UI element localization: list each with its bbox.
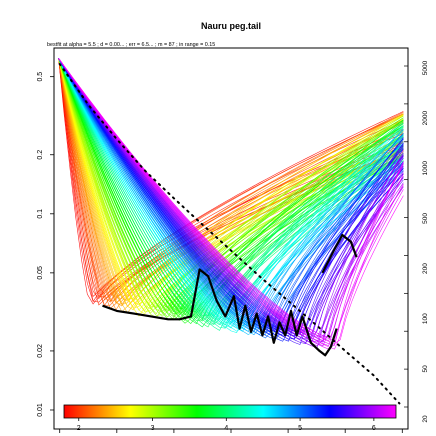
outer-right-tick-label: 200 xyxy=(422,263,429,274)
colorbar-tick-label: 2 xyxy=(77,425,81,432)
fan-line xyxy=(58,58,404,309)
outer-right-tick-label: 50 xyxy=(422,365,429,373)
fan-line xyxy=(58,58,404,332)
colorbar-bar xyxy=(63,404,397,419)
y-tick-label: 0.05 xyxy=(37,266,44,280)
black-empirical-line-2 xyxy=(321,233,358,274)
black-empirical-line xyxy=(102,268,338,357)
fan-line xyxy=(58,58,404,350)
fan-line xyxy=(58,58,404,313)
outer-right-tick-label: 100 xyxy=(422,313,429,324)
fan-line xyxy=(58,58,404,308)
colorbar-tick-label: 3 xyxy=(151,425,155,432)
fan-line xyxy=(58,58,404,319)
fan-line xyxy=(58,58,404,307)
colorbar: 2 3 4 5 6 xyxy=(63,404,397,432)
fan-line xyxy=(58,58,404,313)
fan-line xyxy=(58,58,404,311)
fan-line xyxy=(58,58,404,332)
fan-line xyxy=(58,58,404,348)
fan-line xyxy=(58,58,404,317)
colorbar-tick-label: 5 xyxy=(298,425,302,432)
colorbar-tick-label: 4 xyxy=(224,425,228,432)
axes: 23456780.010.020.050.10.20.5205010020050… xyxy=(37,60,429,433)
outer-right-tick-label: 2000 xyxy=(422,111,429,126)
outer-right-tick-label: 1000 xyxy=(422,161,429,176)
y-tick-label: 0.2 xyxy=(37,150,44,160)
fan-line xyxy=(58,58,404,306)
fan-line xyxy=(58,58,404,347)
y-tick-label: 0.1 xyxy=(37,209,44,219)
fan-line xyxy=(58,58,404,345)
fan-line xyxy=(58,58,404,298)
y-tick-label: 0.02 xyxy=(37,344,44,358)
fan-line xyxy=(58,58,404,314)
y-tick-label: 0.01 xyxy=(37,403,44,417)
fan-line xyxy=(58,58,404,321)
fan-line xyxy=(58,58,404,310)
fan-line xyxy=(58,58,404,333)
fan-line xyxy=(58,58,404,312)
fan-line xyxy=(58,58,404,313)
dotted-fit-line xyxy=(58,63,401,405)
fan-line xyxy=(58,58,404,343)
fan-line xyxy=(58,58,404,347)
chart-title: Nauru peg.tail xyxy=(201,21,261,31)
outer-right-tick-label: 500 xyxy=(422,213,429,224)
fan-line xyxy=(58,58,404,345)
highlight-lines xyxy=(58,63,401,405)
outer-right-tick-label: 5000 xyxy=(422,60,429,75)
chart-subtitle: bestfit at alpha = 5.5 ; d = 0.00... ; e… xyxy=(47,42,215,48)
fan-lines xyxy=(58,58,404,350)
y-tick-label: 0.5 xyxy=(37,72,44,82)
fan-line xyxy=(58,58,404,318)
fan-line xyxy=(58,58,404,342)
fan-line xyxy=(58,58,404,302)
outer-right-tick-label: 20 xyxy=(422,415,429,423)
fan-line xyxy=(58,58,404,301)
fan-line xyxy=(58,58,404,340)
fan-line xyxy=(58,58,404,298)
colorbar-tick-label: 6 xyxy=(372,425,376,432)
fan-line xyxy=(58,58,404,345)
fan-line xyxy=(58,58,404,317)
fan-line xyxy=(58,58,404,339)
